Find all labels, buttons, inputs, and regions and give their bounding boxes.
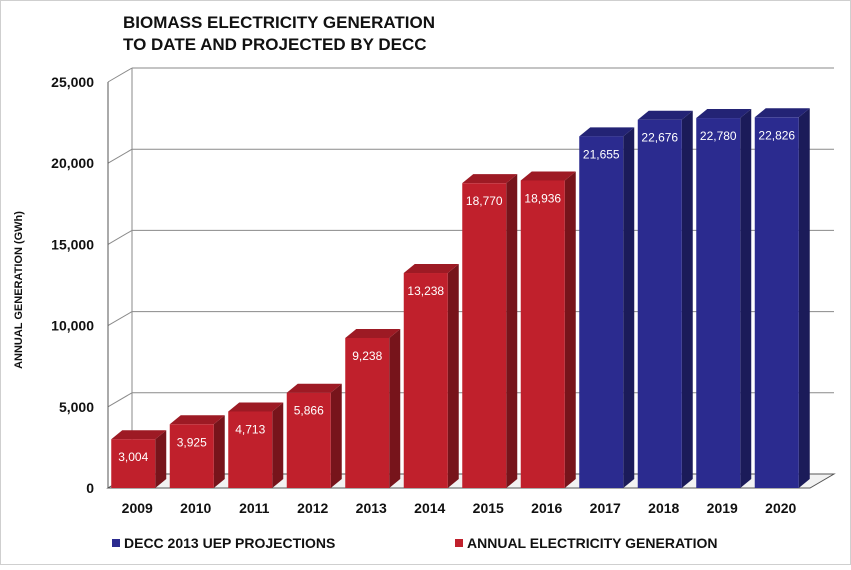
chart-title-line-1: BIOMASS ELECTRICITY GENERATION: [123, 13, 435, 32]
bar-value-label: 18,936: [524, 191, 561, 205]
bar-side: [213, 415, 225, 488]
x-tick-label: 2016: [531, 500, 562, 516]
bar-side: [798, 108, 810, 489]
bar-value-label: 3,004: [118, 450, 148, 464]
bar-value-label: 9,238: [352, 349, 382, 363]
gridline-side: [107, 229, 133, 245]
bar-top: [286, 383, 342, 393]
bar-top: [579, 127, 635, 137]
gridline-side: [107, 148, 133, 164]
bar: [462, 183, 507, 488]
bar-value-label: 18,770: [466, 194, 503, 208]
bar: [345, 337, 390, 488]
legend-label-projections: DECC 2013 UEP PROJECTIONS: [124, 535, 335, 551]
bar-value-label: 4,713: [235, 422, 265, 436]
bar-side: [330, 383, 342, 488]
legend-swatch-generation: [455, 539, 463, 547]
bar-top: [520, 171, 576, 181]
bar: [111, 439, 156, 488]
bar-top: [345, 328, 401, 338]
bar-side: [564, 171, 576, 488]
y-axis-label: ANNUAL GENERATION (GWh): [13, 211, 25, 369]
bar: [754, 117, 799, 489]
bar-value-label: 22,676: [641, 131, 678, 145]
chart-title-line-2: TO DATE AND PROJECTED BY DECC: [123, 35, 427, 54]
gridline-side: [107, 392, 133, 408]
bar: [169, 424, 214, 488]
bar-top: [696, 109, 752, 119]
bar-value-label: 5,866: [294, 404, 324, 418]
bar-side: [681, 110, 693, 488]
y-tick-labels: 0 5,000 10,000 15,000 20,000 25,000: [51, 74, 94, 496]
bar-side: [389, 328, 401, 488]
y-tick-label: 0: [86, 480, 94, 496]
bar: [403, 273, 448, 488]
bar-top: [754, 108, 810, 118]
x-tick-label: 2012: [297, 500, 328, 516]
bar: [286, 392, 331, 488]
x-tick-label: 2020: [765, 500, 796, 516]
x-tick-label: 2009: [122, 500, 153, 516]
bar-side: [272, 402, 284, 488]
bar-value-label: 22,826: [758, 128, 795, 142]
bar-top: [403, 264, 459, 274]
legend-label-generation: ANNUAL ELECTRICITY GENERATION: [467, 535, 717, 551]
bar: [228, 411, 273, 488]
bar-value-label: 13,238: [407, 284, 444, 298]
bar: [637, 119, 682, 488]
legend-swatch-projections: [112, 539, 120, 547]
bar: [520, 180, 565, 488]
bar-side: [506, 174, 518, 488]
y-tick-label: 5,000: [59, 399, 94, 415]
x-tick-label: 2019: [707, 500, 738, 516]
bar-value-label: 22,780: [700, 129, 737, 143]
gridline-side: [107, 311, 133, 327]
x-tick-labels: 2009 2010 2011 2012 2013 2014 2015 2016 2017 2018…: [122, 500, 797, 516]
legend: DECC 2013 UEP PROJECTIONS ANNUAL ELECTRI…: [112, 535, 717, 551]
y-tick-label: 10,000: [51, 318, 94, 334]
gridline-side: [107, 67, 133, 83]
bar-top: [169, 415, 225, 425]
bar-value-label: 21,655: [583, 147, 620, 161]
y-tick-label: 25,000: [51, 74, 94, 90]
bar: [579, 136, 624, 488]
bar-side: [155, 430, 167, 488]
x-tick-label: 2010: [180, 500, 211, 516]
x-tick-label: 2011: [239, 500, 270, 516]
bar-top: [111, 430, 167, 440]
y-tick-label: 15,000: [51, 236, 94, 252]
bar-side: [447, 264, 459, 488]
bar-top: [228, 402, 284, 412]
bar-top: [637, 110, 693, 120]
bar-top: [462, 174, 518, 184]
bar: [696, 118, 741, 489]
x-tick-label: 2013: [356, 500, 387, 516]
bar-side: [740, 109, 752, 489]
x-tick-label: 2014: [414, 500, 445, 516]
bar-side: [623, 127, 635, 488]
x-tick-label: 2015: [473, 500, 504, 516]
x-tick-label: 2018: [648, 500, 679, 516]
y-tick-label: 20,000: [51, 155, 94, 171]
x-tick-label: 2017: [590, 500, 621, 516]
bar-value-label: 3,925: [177, 435, 207, 449]
bars: 3,004 3,925 4,713 5,866 9,238 13,238 18,770 18,…: [111, 108, 810, 489]
